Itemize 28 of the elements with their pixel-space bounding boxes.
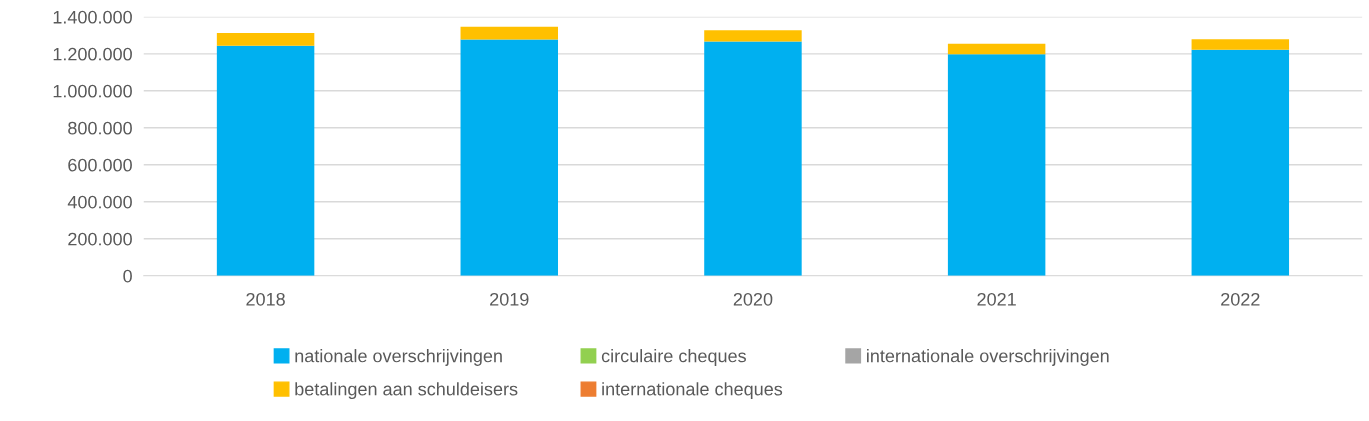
y-tick-label: 1.200.000 xyxy=(53,47,132,61)
bar xyxy=(460,39,558,276)
legend-label: internationale cheques xyxy=(602,382,783,400)
legend-label: nationale overschrijvingen xyxy=(295,349,502,366)
y-tick-label: 400.000 xyxy=(67,195,132,209)
x-tick-label: 2022 xyxy=(1221,292,1260,306)
bar xyxy=(947,54,1046,276)
bar xyxy=(216,45,315,276)
legend-label: internationale overschrijvingen xyxy=(867,349,1109,366)
y-tick-label: 1.000.000 xyxy=(53,84,132,98)
x-tick-label: 2020 xyxy=(733,292,773,306)
legend-label: circulaire cheques xyxy=(601,349,746,366)
bar xyxy=(947,43,1046,55)
bar xyxy=(704,30,802,42)
bar xyxy=(216,32,315,46)
legend-label: betalingen aan schuldeisers xyxy=(295,382,518,400)
y-tick-label: 1.400.000 xyxy=(53,10,132,24)
bar xyxy=(704,41,802,276)
y-tick-label: 800.000 xyxy=(68,121,132,135)
x-tick-label: 2021 xyxy=(977,292,1016,306)
y-tick-label: 200.000 xyxy=(68,232,132,246)
x-tick-label: 2018 xyxy=(246,292,285,306)
bar xyxy=(460,26,558,40)
bar xyxy=(1191,49,1290,276)
y-tick-label: 600.000 xyxy=(68,158,132,172)
y-tick-label: 0 xyxy=(123,269,132,283)
x-tick-label: 2019 xyxy=(490,292,529,306)
bar xyxy=(1191,39,1290,50)
